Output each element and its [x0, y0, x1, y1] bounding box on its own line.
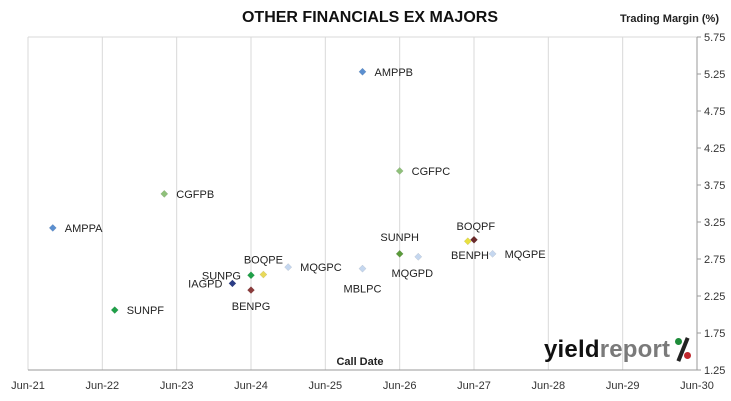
y-tick-label-0: 1.25 [704, 365, 725, 377]
x-tick-label-4: Jun-25 [309, 380, 343, 392]
point-sunph [395, 249, 404, 258]
x-tick-label-2: Jun-23 [160, 380, 194, 392]
point-label-benph: BENPH [451, 250, 489, 262]
point-label-boqpe: BOQPE [244, 255, 283, 267]
y-tick-label-1: 1.75 [704, 328, 725, 340]
x-tick-label-9: Jun-30 [680, 380, 714, 392]
y-tick-label-9: 5.75 [704, 32, 725, 44]
point-label-sunpg: SUNPG [202, 270, 241, 282]
point-label-mblpc: MBLPC [344, 284, 382, 296]
percent-icon [674, 336, 692, 362]
point-label-amppa: AMPPA [65, 223, 103, 235]
point-mqgpe [488, 249, 497, 258]
point-sunpg [247, 271, 255, 280]
point-label-cgfpb: CGFPB [176, 189, 214, 201]
y-tick-label-5: 3.75 [704, 180, 725, 192]
point-sunpf [110, 306, 119, 315]
point-cgfpc [395, 166, 404, 175]
x-tick-label-6: Jun-27 [457, 380, 491, 392]
y-tick-label-8: 5.25 [704, 69, 725, 81]
x-tick-label-3: Jun-24 [234, 380, 268, 392]
point-label-cgfpc: CGFPC [412, 166, 451, 178]
logo-word-yield: yield [544, 336, 600, 363]
y-axis-label: Trading Margin (%) [620, 13, 719, 25]
point-mblpc [358, 264, 367, 273]
y-tick-label-2: 2.25 [704, 291, 725, 303]
point-mqgpd [414, 252, 423, 261]
x-tick-label-1: Jun-22 [86, 380, 120, 392]
point-label-mqgpc: MQGPC [300, 262, 342, 274]
logo-word-report: report [599, 336, 671, 363]
x-tick-label-7: Jun-28 [532, 380, 566, 392]
yieldreport-logo: yieldreport [544, 336, 692, 364]
point-boqpe [259, 270, 268, 279]
point-label-mqgpd: MQGPD [391, 268, 433, 280]
point-label-iagpd: IAGPD [188, 278, 222, 290]
point-amppa [48, 223, 57, 232]
point-benph [470, 235, 478, 244]
y-tick-label-4: 3.25 [704, 217, 725, 229]
point-iagpd [228, 279, 237, 288]
point-cgfpb [160, 189, 169, 198]
y-tick-label-6: 4.25 [704, 143, 725, 155]
point-boqpf [463, 237, 472, 246]
point-mqgpc [284, 263, 293, 272]
x-tick-label-5: Jun-26 [383, 380, 417, 392]
point-label-sunph: SUNPH [380, 232, 419, 244]
chart-title: OTHER FINANCIALS EX MAJORS [241, 9, 498, 26]
point-amppb [358, 67, 367, 76]
x-tick-label-8: Jun-29 [606, 380, 640, 392]
point-label-benpg: BENPG [232, 301, 271, 313]
point-label-sunpf: SUNPF [127, 305, 165, 317]
point-label-boqpf: BOQPF [457, 221, 496, 233]
y-tick-label-3: 2.75 [704, 254, 725, 266]
y-tick-label-7: 4.75 [704, 106, 725, 118]
point-benpg [247, 286, 255, 295]
point-label-amppb: AMPPB [375, 67, 414, 79]
x-tick-label-0: Jun-21 [11, 380, 45, 392]
x-axis-label: Call Date [336, 356, 384, 368]
point-label-mqgpe: MQGPE [505, 249, 546, 261]
